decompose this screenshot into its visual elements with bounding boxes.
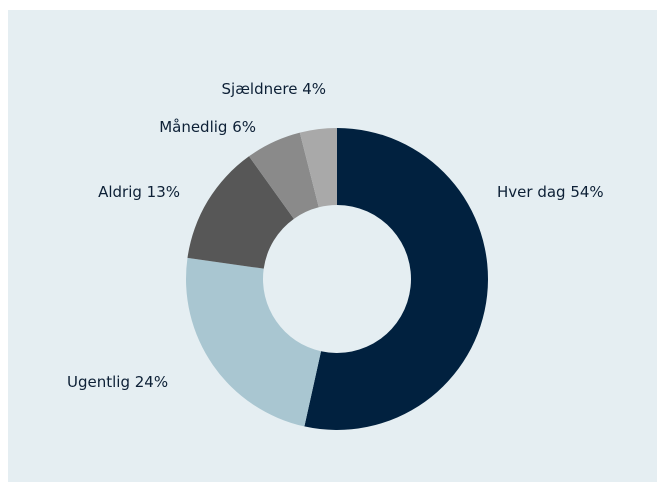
slice-label-månedlig: Månedlig 6%: [159, 118, 256, 136]
donut-slices: [186, 128, 488, 430]
slice-label-ugentlig: Ugentlig 24%: [67, 373, 168, 391]
donut-slice-aldrig: [187, 156, 294, 269]
slice-label-aldrig: Aldrig 13%: [98, 183, 180, 201]
donut-slice-hver-dag: [304, 128, 488, 430]
donut-slice-ugentlig: [186, 257, 322, 427]
slice-label-sjældnere: Sjældnere 4%: [222, 80, 326, 98]
donut-slice-sjældnere: [299, 128, 337, 208]
slice-labels: Hver dag 54% Ugentlig 24% Aldrig 13% Månedl…: [67, 80, 604, 391]
slice-label-hver-dag: Hver dag 54%: [497, 183, 604, 201]
donut-slice-månedlig: [249, 132, 319, 219]
